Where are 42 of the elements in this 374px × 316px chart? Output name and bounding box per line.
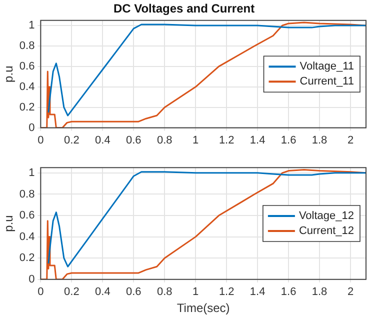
y-tick-label: 0.4: [19, 80, 35, 93]
y-tick-label: 0.8: [19, 40, 35, 52]
legend-label: Voltage_11: [300, 60, 354, 73]
x-tick-label: 1.8: [312, 134, 328, 146]
y-axis-title: p.u: [2, 215, 16, 232]
x-tick-label: 0.2: [64, 286, 80, 298]
x-tick-label: 1.8: [312, 286, 328, 298]
x-tick-label: 0.6: [126, 134, 142, 146]
y-tick-label: 0: [28, 273, 35, 286]
x-tick-label: 1.6: [280, 286, 296, 298]
x-tick-label: 1.4: [250, 134, 266, 146]
x-tick-label: 2: [347, 134, 354, 146]
x-tick-label: 1.6: [280, 134, 296, 146]
x-tick-label: 1.4: [250, 286, 266, 298]
x-tick-label: 1: [192, 134, 199, 146]
x-tick-label: 0.6: [126, 286, 142, 298]
x-tick-label: 1.2: [218, 286, 234, 298]
y-tick-label: 0.6: [19, 60, 35, 72]
x-tick-label: 0.2: [64, 134, 80, 146]
legend-label: Current_12: [298, 225, 354, 238]
y-tick-label: 0.8: [19, 188, 35, 200]
y-tick-label: 1: [28, 166, 35, 179]
y-tick-label: 0.2: [19, 101, 35, 114]
x-tick-label: 1.2: [218, 134, 234, 146]
chart-title: DC Voltages and Current: [113, 2, 255, 16]
y-tick-label: 0.2: [19, 252, 35, 264]
y-tick-label: 0: [28, 122, 35, 134]
x-tick-label: 0.4: [95, 134, 110, 146]
x-tick-label: 0.4: [95, 286, 110, 298]
legend-label: Voltage_12: [298, 210, 354, 222]
x-tick-label: 0.8: [156, 286, 172, 298]
x-tick-label: 2: [347, 286, 354, 298]
x-axis-title: Time(sec): [176, 301, 230, 316]
x-tick-label: 0: [38, 286, 44, 298]
x-tick-label: 1: [192, 286, 199, 298]
legend-label: Current_11: [300, 76, 354, 88]
x-tick-label: 0.8: [156, 134, 172, 146]
x-tick-label: 0: [38, 134, 44, 146]
y-axis-title: p.u: [2, 66, 16, 82]
y-tick-label: 1: [28, 20, 35, 32]
y-tick-label: 0.4: [19, 230, 35, 243]
y-tick-label: 0.6: [19, 210, 35, 222]
